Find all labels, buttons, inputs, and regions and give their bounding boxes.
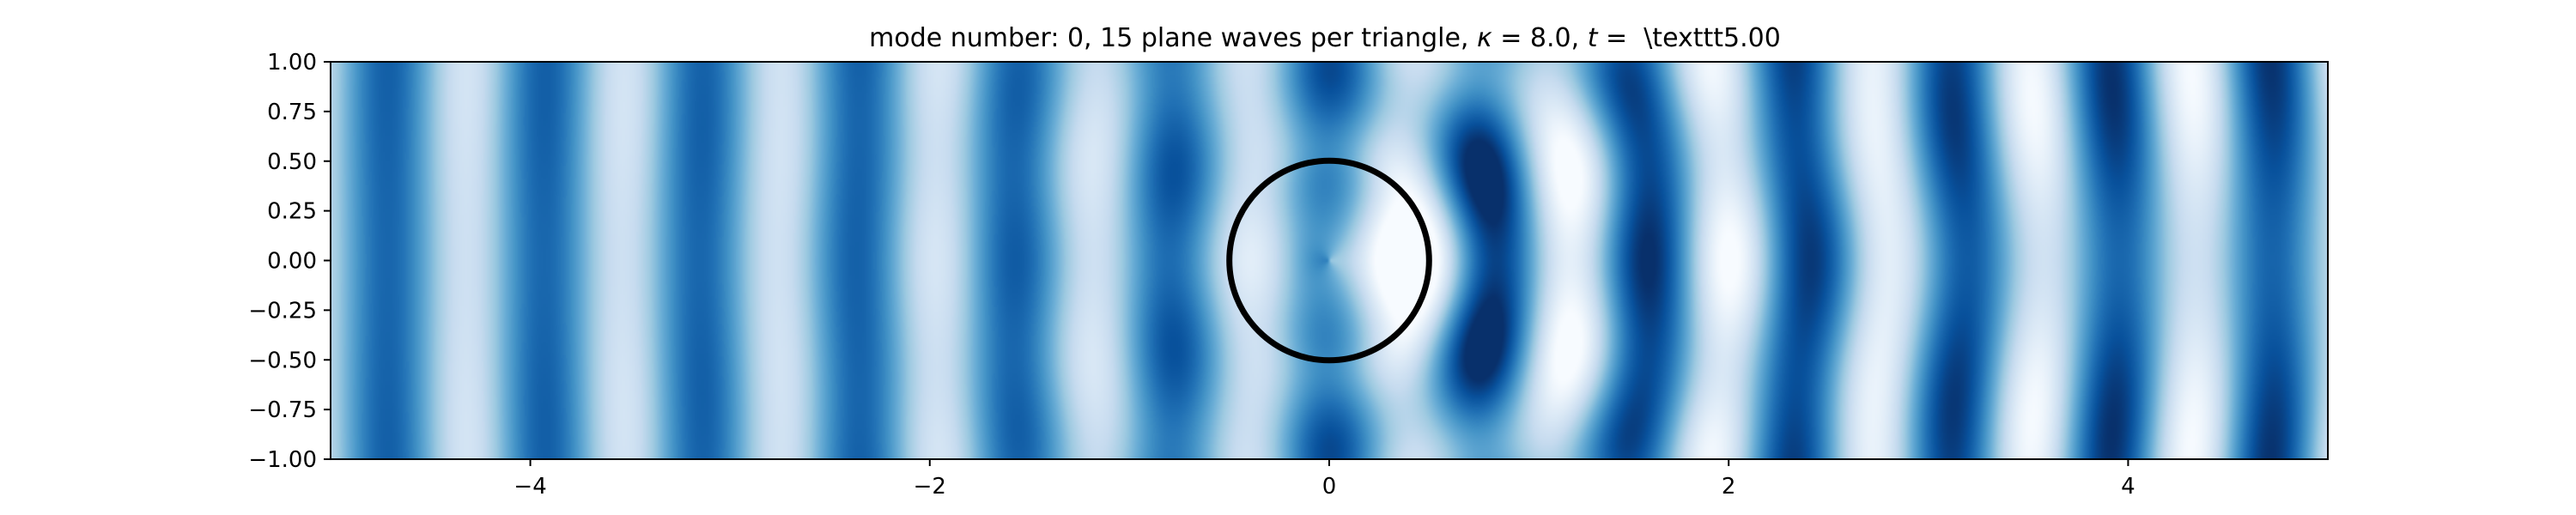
x-tick-label: 2 <box>1722 474 1736 500</box>
chart-title: mode number: 0, 15 plane waves per trian… <box>869 23 1781 53</box>
x-tick-label: −4 <box>513 474 546 500</box>
y-tick-label: 1.00 <box>267 50 317 76</box>
title-kappa-value: = 8.0, <box>1492 23 1588 53</box>
y-tick-label: 0.00 <box>267 249 317 275</box>
x-tick-label: 4 <box>2121 474 2136 500</box>
x-axis: −4 −2 0 2 4 <box>513 459 2136 500</box>
x-tick-label: 0 <box>1322 474 1337 500</box>
title-t-symbol: t <box>1588 23 1599 53</box>
title-prefix: mode number: 0, 15 plane waves per trian… <box>869 23 1477 53</box>
y-tick-label: −1.00 <box>248 447 317 473</box>
y-tick-label: −0.25 <box>248 298 317 324</box>
x-tick-label: −2 <box>914 474 946 500</box>
y-tick-label: 0.75 <box>267 100 317 125</box>
wave-field-heatmap <box>331 62 2328 459</box>
plot-area <box>330 61 2329 460</box>
y-tick-label: −0.75 <box>248 397 317 423</box>
y-tick-label: −0.50 <box>248 348 317 373</box>
scatterer-circle <box>1226 157 1432 364</box>
y-tick-label: 0.50 <box>267 149 317 175</box>
y-axis: 1.00 0.75 0.50 0.25 0.00 −0.25 −0.50 −0.75 −1.00 <box>248 50 331 473</box>
y-tick-label: 0.25 <box>267 199 317 225</box>
title-kappa-symbol: κ <box>1477 23 1492 53</box>
title-t-value: = \texttt5.00 <box>1597 23 1780 53</box>
